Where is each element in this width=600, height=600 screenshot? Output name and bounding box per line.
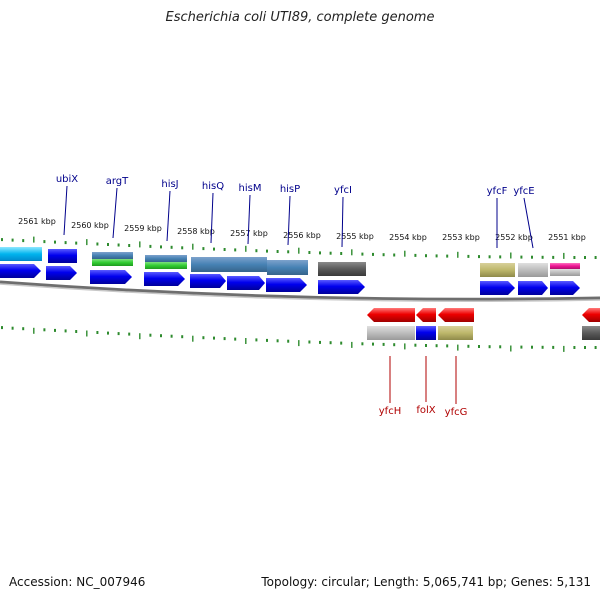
- feature-box-yfcH: [367, 326, 415, 340]
- gene-label-hisJ: hisJ: [161, 179, 178, 190]
- feature-box-argT: [92, 252, 133, 259]
- forward-cds-arrow: [480, 281, 515, 295]
- kbp-label: 2557 kbp: [230, 229, 268, 238]
- kbp-label: 2560 kbp: [71, 221, 109, 230]
- feature-box-yfcG: [438, 326, 473, 340]
- feature-box-hisJ: [145, 255, 187, 262]
- feature-box-yfcE: [518, 263, 548, 277]
- kbp-label: 2559 kbp: [124, 224, 162, 233]
- gene-leader: [210, 192, 214, 244]
- gene-label-yfcG: yfcG: [445, 407, 468, 418]
- gene-label-folX: folX: [416, 405, 435, 416]
- feature-box-ubiX: [48, 249, 77, 263]
- reverse-cds-arrow: [438, 308, 474, 322]
- forward-cds-row: [0, 264, 580, 295]
- gene-label-yfcF: yfcF: [487, 186, 508, 197]
- forward-cds-arrow: [90, 270, 132, 284]
- forward-cds-arrow: [144, 272, 185, 286]
- feature-box-hisQ: [191, 257, 267, 272]
- reverse-gene-labels: yfcH folX yfcG: [379, 356, 468, 418]
- reverse-cds-row: [367, 308, 600, 322]
- upper-tick-row: [1, 236, 597, 259]
- gene-leader: [523, 197, 534, 249]
- reverse-cds-arrow: [367, 308, 415, 322]
- forward-cds-arrow: [0, 264, 41, 278]
- lower-tick-row: [1, 326, 597, 352]
- kbp-label: 2555 kbp: [336, 232, 374, 241]
- gene-leader: [287, 195, 291, 246]
- feature-box-yfcI: [318, 262, 366, 276]
- gene-label-yfcI: yfcI: [334, 185, 352, 196]
- feature-box-magenta-gray: [550, 269, 580, 276]
- gene-leader: [63, 185, 68, 236]
- feature-box-yfcF: [480, 263, 515, 277]
- forward-cds-arrow: [190, 274, 226, 288]
- feature-box-cyan: [0, 247, 42, 261]
- genome-summary-label: Topology: circular; Length: 5,065,741 bp…: [261, 575, 591, 589]
- forward-cds-arrow: [266, 278, 307, 292]
- kbp-label: 2558 kbp: [177, 227, 215, 236]
- feature-box-argT-green: [92, 259, 133, 266]
- feature-box-magenta: [550, 263, 580, 269]
- kbp-label: 2551 kbp: [548, 233, 586, 242]
- kbp-label: 2553 kbp: [442, 233, 480, 242]
- gene-leader: [112, 187, 118, 239]
- feature-box-dark-right: [582, 326, 600, 340]
- gene-label-hisM: hisM: [239, 183, 262, 194]
- gene-leader: [247, 194, 251, 245]
- forward-cds-arrow: [227, 276, 265, 290]
- kbp-label: 2552 kbp: [495, 233, 533, 242]
- reverse-feature-row: [367, 326, 600, 340]
- gene-leader: [166, 190, 171, 242]
- reverse-cds-arrow: [416, 308, 436, 322]
- genome-title: Escherichia coli UTI89, complete genome: [165, 10, 435, 25]
- accession-label: Accession: NC_007946: [9, 575, 146, 589]
- kbp-label: 2561 kbp: [18, 217, 56, 226]
- forward-cds-arrow: [318, 280, 365, 294]
- gene-label-argT: argT: [106, 176, 129, 187]
- feature-box-folX: [416, 326, 436, 340]
- forward-feature-row: [0, 247, 580, 277]
- forward-gene-labels: ubiX argT hisJ hisQ hisM hisP yfcI yfcF …: [56, 174, 535, 249]
- gene-label-yfcH: yfcH: [379, 406, 401, 417]
- forward-cds-arrow: [46, 266, 77, 280]
- feature-box-hisP: [267, 260, 308, 275]
- gene-label-yfcE: yfcE: [513, 186, 534, 197]
- kbp-label: 2556 kbp: [283, 231, 321, 240]
- gene-label-hisQ: hisQ: [202, 181, 224, 192]
- genome-backbone-highlight: [0, 283, 600, 303]
- gene-leader: [341, 196, 344, 248]
- forward-cds-arrow: [518, 281, 548, 295]
- kbp-label: 2554 kbp: [389, 233, 427, 242]
- reverse-cds-arrow: [582, 308, 600, 322]
- genome-backbone: [0, 280, 600, 301]
- forward-cds-arrow: [550, 281, 580, 295]
- feature-box-hisJ-green: [145, 262, 187, 269]
- gene-label-hisP: hisP: [280, 184, 300, 195]
- gene-label-ubiX: ubiX: [56, 174, 78, 185]
- kbp-scale: 2561 kbp 2560 kbp 2559 kbp 2558 kbp 2557…: [18, 217, 586, 242]
